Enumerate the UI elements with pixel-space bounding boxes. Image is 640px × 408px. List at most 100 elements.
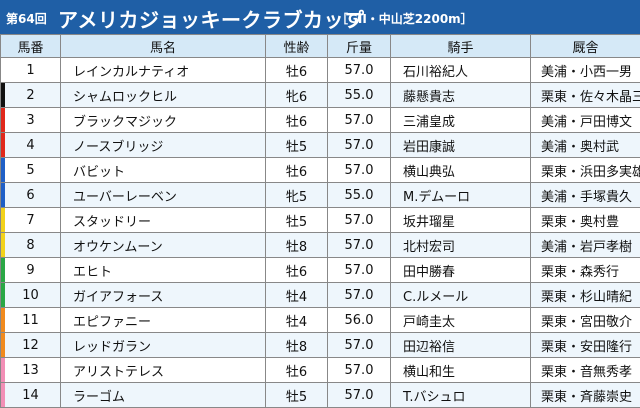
carried-weight: 57.0 — [328, 108, 391, 133]
carried-weight: 55.0 — [328, 83, 391, 108]
horse-name: バビット — [61, 158, 266, 183]
frame-color-marker — [1, 108, 5, 132]
horse-number: 12 — [1, 333, 61, 358]
jockey-name: C.ルメール — [391, 283, 531, 308]
horse-number: 1 — [1, 58, 61, 83]
horse-number-text: 7 — [26, 213, 34, 228]
sex-age: 牡5 — [266, 133, 328, 158]
horse-number-text: 14 — [22, 388, 39, 403]
sex-age: 牡6 — [266, 258, 328, 283]
frame-color-marker — [1, 133, 5, 157]
carried-weight: 57.0 — [328, 58, 391, 83]
col-header-trainer: 厩舎 — [531, 35, 640, 58]
sex-age: 牡4 — [266, 283, 328, 308]
horse-name: エピファニー — [61, 308, 266, 333]
horse-number: 11 — [1, 308, 61, 333]
frame-color-marker — [1, 283, 5, 307]
trainer-name: 栗東・奥村豊 — [531, 208, 640, 233]
trainer-name: 栗東・浜田多実雄 — [531, 158, 640, 183]
trainer-name: 美浦・奥村武 — [531, 133, 640, 158]
jockey-name: 岩田康誠 — [391, 133, 531, 158]
horse-number-text: 9 — [26, 263, 34, 278]
jockey-name: T.バシュロ — [391, 383, 531, 408]
horse-number: 5 — [1, 158, 61, 183]
sex-age: 牡6 — [266, 58, 328, 83]
carried-weight: 57.0 — [328, 233, 391, 258]
jockey-name: 石川裕紀人 — [391, 58, 531, 83]
frame-color-marker — [1, 83, 5, 107]
horse-name: ブラックマジック — [61, 108, 266, 133]
horse-number: 13 — [1, 358, 61, 383]
horse-number: 2 — [1, 83, 61, 108]
trainer-name: 美浦・戸田博文 — [531, 108, 640, 133]
carried-weight: 57.0 — [328, 333, 391, 358]
horse-number: 8 — [1, 233, 61, 258]
jockey-name: 横山和生 — [391, 358, 531, 383]
jockey-name: 藤懸貴志 — [391, 83, 531, 108]
col-header-horse: 馬名 — [61, 35, 266, 58]
horse-number-text: 10 — [22, 288, 39, 303]
frame-color-marker — [1, 333, 5, 357]
sex-age: 牝6 — [266, 83, 328, 108]
jockey-name: 横山典弘 — [391, 158, 531, 183]
frame-color-marker — [1, 258, 5, 282]
frame-color-marker — [1, 208, 5, 232]
trainer-name: 栗東・安田隆行 — [531, 333, 640, 358]
frame-color-marker — [1, 58, 5, 82]
race-banner: 第64回 アメリカジョッキークラブカップ ［GII・中山芝2200m］ — [0, 0, 640, 34]
carried-weight: 57.0 — [328, 258, 391, 283]
sex-age: 牡6 — [266, 358, 328, 383]
frame-color-marker — [1, 308, 5, 332]
horse-name: シャムロックヒル — [61, 83, 266, 108]
jockey-name: 田中勝春 — [391, 258, 531, 283]
horse-number-text: 12 — [22, 338, 39, 353]
sex-age: 牡5 — [266, 383, 328, 408]
sex-age: 牡4 — [266, 308, 328, 333]
horse-name: エヒト — [61, 258, 266, 283]
frame-color-marker — [1, 183, 5, 207]
col-header-sex-age: 性齢 — [266, 35, 328, 58]
horse-name: スタッドリー — [61, 208, 266, 233]
horse-number-text: 11 — [22, 313, 39, 328]
horse-name: ラーゴム — [61, 383, 266, 408]
horse-name: アリストテレス — [61, 358, 266, 383]
sex-age: 牡8 — [266, 333, 328, 358]
carried-weight: 57.0 — [328, 358, 391, 383]
col-header-number: 馬番 — [1, 35, 61, 58]
horse-number-text: 8 — [26, 238, 34, 253]
horse-name: オウケンムーン — [61, 233, 266, 258]
trainer-name: 栗東・斉藤崇史 — [531, 383, 640, 408]
carried-weight: 57.0 — [328, 283, 391, 308]
jockey-name: 戸崎圭太 — [391, 308, 531, 333]
sex-age: 牡8 — [266, 233, 328, 258]
horse-name: ノースブリッジ — [61, 133, 266, 158]
col-header-jockey: 騎手 — [391, 35, 531, 58]
trainer-name: 美浦・岩戸孝樹 — [531, 233, 640, 258]
race-title: アメリカジョッキークラブカップ — [58, 4, 365, 33]
horse-number-text: 6 — [26, 188, 34, 203]
sex-age: 牝5 — [266, 183, 328, 208]
trainer-name: 栗東・宮田敬介 — [531, 308, 640, 333]
carried-weight: 57.0 — [328, 383, 391, 408]
horse-number-text: 13 — [22, 363, 39, 378]
frame-color-marker — [1, 158, 5, 182]
horse-number: 4 — [1, 133, 61, 158]
horse-name: レッドガラン — [61, 333, 266, 358]
horse-name: ガイアフォース — [61, 283, 266, 308]
carried-weight: 57.0 — [328, 208, 391, 233]
trainer-name: 美浦・小西一男 — [531, 58, 640, 83]
horse-number: 10 — [1, 283, 61, 308]
horse-number: 7 — [1, 208, 61, 233]
